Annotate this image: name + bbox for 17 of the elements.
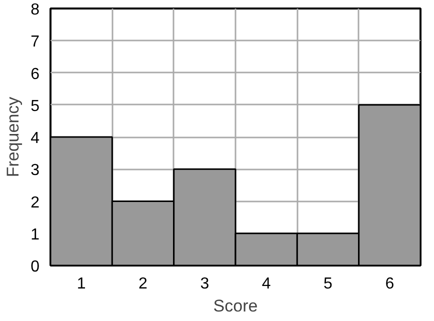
y-tick-label: 4 xyxy=(30,130,40,147)
y-tick-label: 5 xyxy=(30,98,40,115)
y-axis-title: Frequency xyxy=(4,96,23,178)
y-tick-label: 3 xyxy=(30,162,40,180)
y-tick-label: 0 xyxy=(30,258,40,276)
x-tick-label: 5 xyxy=(324,276,333,292)
x-axis-title: Score xyxy=(213,296,258,316)
x-tick-label: 2 xyxy=(138,276,148,292)
y-tick-label: 2 xyxy=(30,194,40,212)
y-tick-label: 8 xyxy=(30,2,40,18)
y-tick-label: 6 xyxy=(30,66,40,83)
x-tick-label: 1 xyxy=(76,276,86,292)
y-tick-label: 1 xyxy=(30,226,40,244)
x-tick-label: 4 xyxy=(262,276,271,292)
y-tick-label: 7 xyxy=(30,34,40,51)
x-tick-label: 3 xyxy=(200,276,210,292)
x-tick-label: 6 xyxy=(385,276,394,292)
